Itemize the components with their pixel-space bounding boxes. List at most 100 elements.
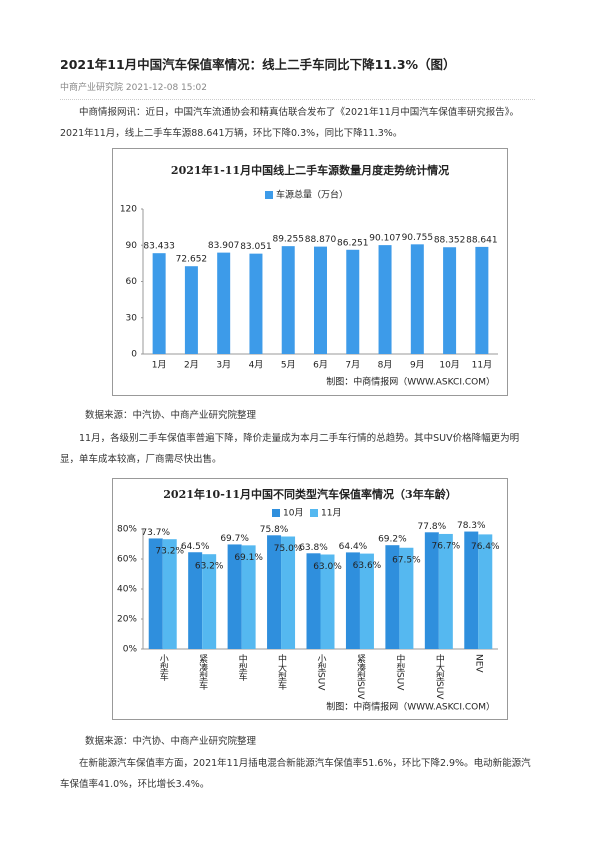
- data-label: 63.0%: [313, 562, 342, 572]
- x-tick-label: 中大型车: [276, 653, 287, 691]
- data-label: 86.251: [337, 238, 369, 248]
- bar: [443, 247, 457, 354]
- data-label: 64.4%: [339, 542, 368, 552]
- bar: [399, 547, 414, 649]
- x-tick-label: 紧凑型车: [197, 654, 208, 691]
- data-label: 75.0%: [274, 544, 303, 554]
- y-tick-label: 120: [120, 205, 137, 215]
- data-label: 76.4%: [471, 542, 500, 552]
- x-tick-label: 紧凑型SUV: [355, 654, 366, 700]
- legend-label: 10月: [283, 508, 303, 519]
- x-tick-label: 4月: [249, 360, 264, 371]
- x-tick-label: 1月: [152, 360, 167, 371]
- x-tick-label: 3月: [216, 360, 231, 371]
- legend-swatch: [265, 191, 273, 199]
- data-label: 78.3%: [457, 521, 486, 531]
- bar: [162, 539, 177, 649]
- data-label: 73.7%: [141, 528, 170, 538]
- data-label: 67.5%: [392, 555, 421, 565]
- data-label: 88.870: [305, 235, 337, 245]
- x-tick-label: 10月: [439, 360, 459, 371]
- legend-swatch: [310, 509, 318, 517]
- bar: [438, 533, 453, 649]
- bar: [217, 252, 231, 354]
- data-label: 75.8%: [260, 525, 289, 535]
- data-label: 83.051: [240, 242, 271, 252]
- data-label: 72.652: [176, 255, 208, 265]
- data-label: 64.5%: [181, 542, 210, 552]
- data-label: 63.8%: [299, 543, 328, 553]
- bar: [320, 554, 335, 649]
- x-tick-label: 中型车: [237, 653, 248, 682]
- data-label: 90.755: [402, 233, 434, 243]
- x-tick-label: NEV: [473, 654, 483, 673]
- data-label: 83.433: [143, 242, 175, 252]
- y-tick-label: 30: [126, 313, 138, 323]
- bar: [188, 552, 203, 649]
- bar: [281, 246, 295, 354]
- y-tick-label: 40%: [117, 585, 137, 595]
- bar: [478, 534, 493, 649]
- x-tick-label: 6月: [313, 360, 328, 371]
- bar: [241, 545, 256, 649]
- bar: [424, 532, 439, 649]
- chart-title: 2021年10-11月中国不同类型汽车保值率情况（3年车龄）: [163, 487, 456, 501]
- bar: [306, 553, 321, 649]
- bar: [378, 245, 392, 354]
- legend-swatch: [272, 509, 280, 517]
- x-tick-label: 5月: [281, 360, 296, 371]
- data-label: 88.352: [434, 236, 466, 246]
- bar: [359, 553, 374, 649]
- data-label: 69.1%: [234, 553, 263, 563]
- y-tick-label: 0: [131, 350, 137, 360]
- y-tick-label: 20%: [117, 615, 137, 625]
- bar: [152, 253, 166, 354]
- data-label: 63.2%: [195, 562, 224, 572]
- legend-label: 11月: [321, 508, 341, 519]
- bar: [267, 535, 282, 649]
- bar: [475, 246, 489, 354]
- y-tick-label: 90: [126, 241, 138, 251]
- y-tick-label: 60%: [117, 555, 137, 565]
- bar: [227, 544, 242, 649]
- bar: [346, 249, 360, 354]
- chart: 2021年10-11月中国不同类型汽车保值率情况（3年车龄） 10月 11月 0% 20…: [112, 478, 508, 720]
- y-tick-label: 0%: [123, 645, 138, 655]
- x-tick-label: 7月: [345, 360, 360, 371]
- bar: [464, 531, 479, 649]
- data-label: 89.255: [272, 235, 304, 245]
- bar: [314, 246, 327, 354]
- data-label: 73.2%: [155, 547, 184, 557]
- x-tick-label: 中型SUV: [394, 653, 405, 691]
- data-label: 63.6%: [353, 561, 382, 571]
- data-label: 69.2%: [378, 535, 407, 545]
- bar: [385, 545, 400, 649]
- data-label: 88.641: [466, 235, 498, 245]
- x-tick-label: 2月: [184, 360, 199, 371]
- data-label: 69.7%: [220, 534, 249, 544]
- x-tick-label: 中大型SUV: [434, 653, 445, 700]
- paragraph: 中商情报网讯：近日，中国汽车流通协会和精真估联合发布了《2021年11月中国汽车…: [60, 107, 520, 139]
- article-title: 2021年11月中国汽车保值率情况：线上二手车同比下降11.3%（图）: [60, 57, 456, 72]
- y-tick-label: 60: [126, 277, 138, 287]
- x-tick-label: 小型SUV: [316, 654, 327, 691]
- x-tick-label: 小型车: [158, 654, 169, 682]
- source: 数据来源：中汽协、中商产业研究院整理: [85, 410, 257, 421]
- legend-label: 车源总量（万台）: [276, 189, 348, 201]
- bar: [345, 552, 360, 649]
- data-label: 76.7%: [432, 541, 461, 551]
- chart-title: 2021年1-11月中国线上二手车源数量月度走势统计情况: [171, 163, 449, 177]
- x-tick-label: 8月: [378, 360, 393, 371]
- x-tick-label: 11月: [472, 360, 492, 371]
- source: 数据来源：中汽协、中商产业研究院整理: [85, 736, 257, 747]
- bar: [249, 253, 263, 354]
- chart-footer: 制图：中商情报网（WWW.ASKCI.COM）: [326, 376, 495, 388]
- x-tick-label: 9月: [410, 360, 425, 371]
- data-label: 83.907: [208, 241, 240, 251]
- data-label: 77.8%: [418, 522, 447, 532]
- bar: [281, 536, 296, 649]
- article-meta: 中商产业研究院 2021-12-08 15:02: [60, 80, 535, 100]
- bar: [184, 266, 198, 354]
